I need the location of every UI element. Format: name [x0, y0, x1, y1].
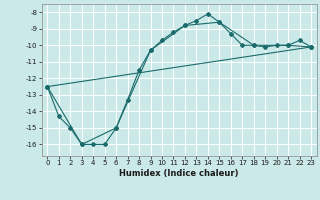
X-axis label: Humidex (Indice chaleur): Humidex (Indice chaleur) — [119, 169, 239, 178]
